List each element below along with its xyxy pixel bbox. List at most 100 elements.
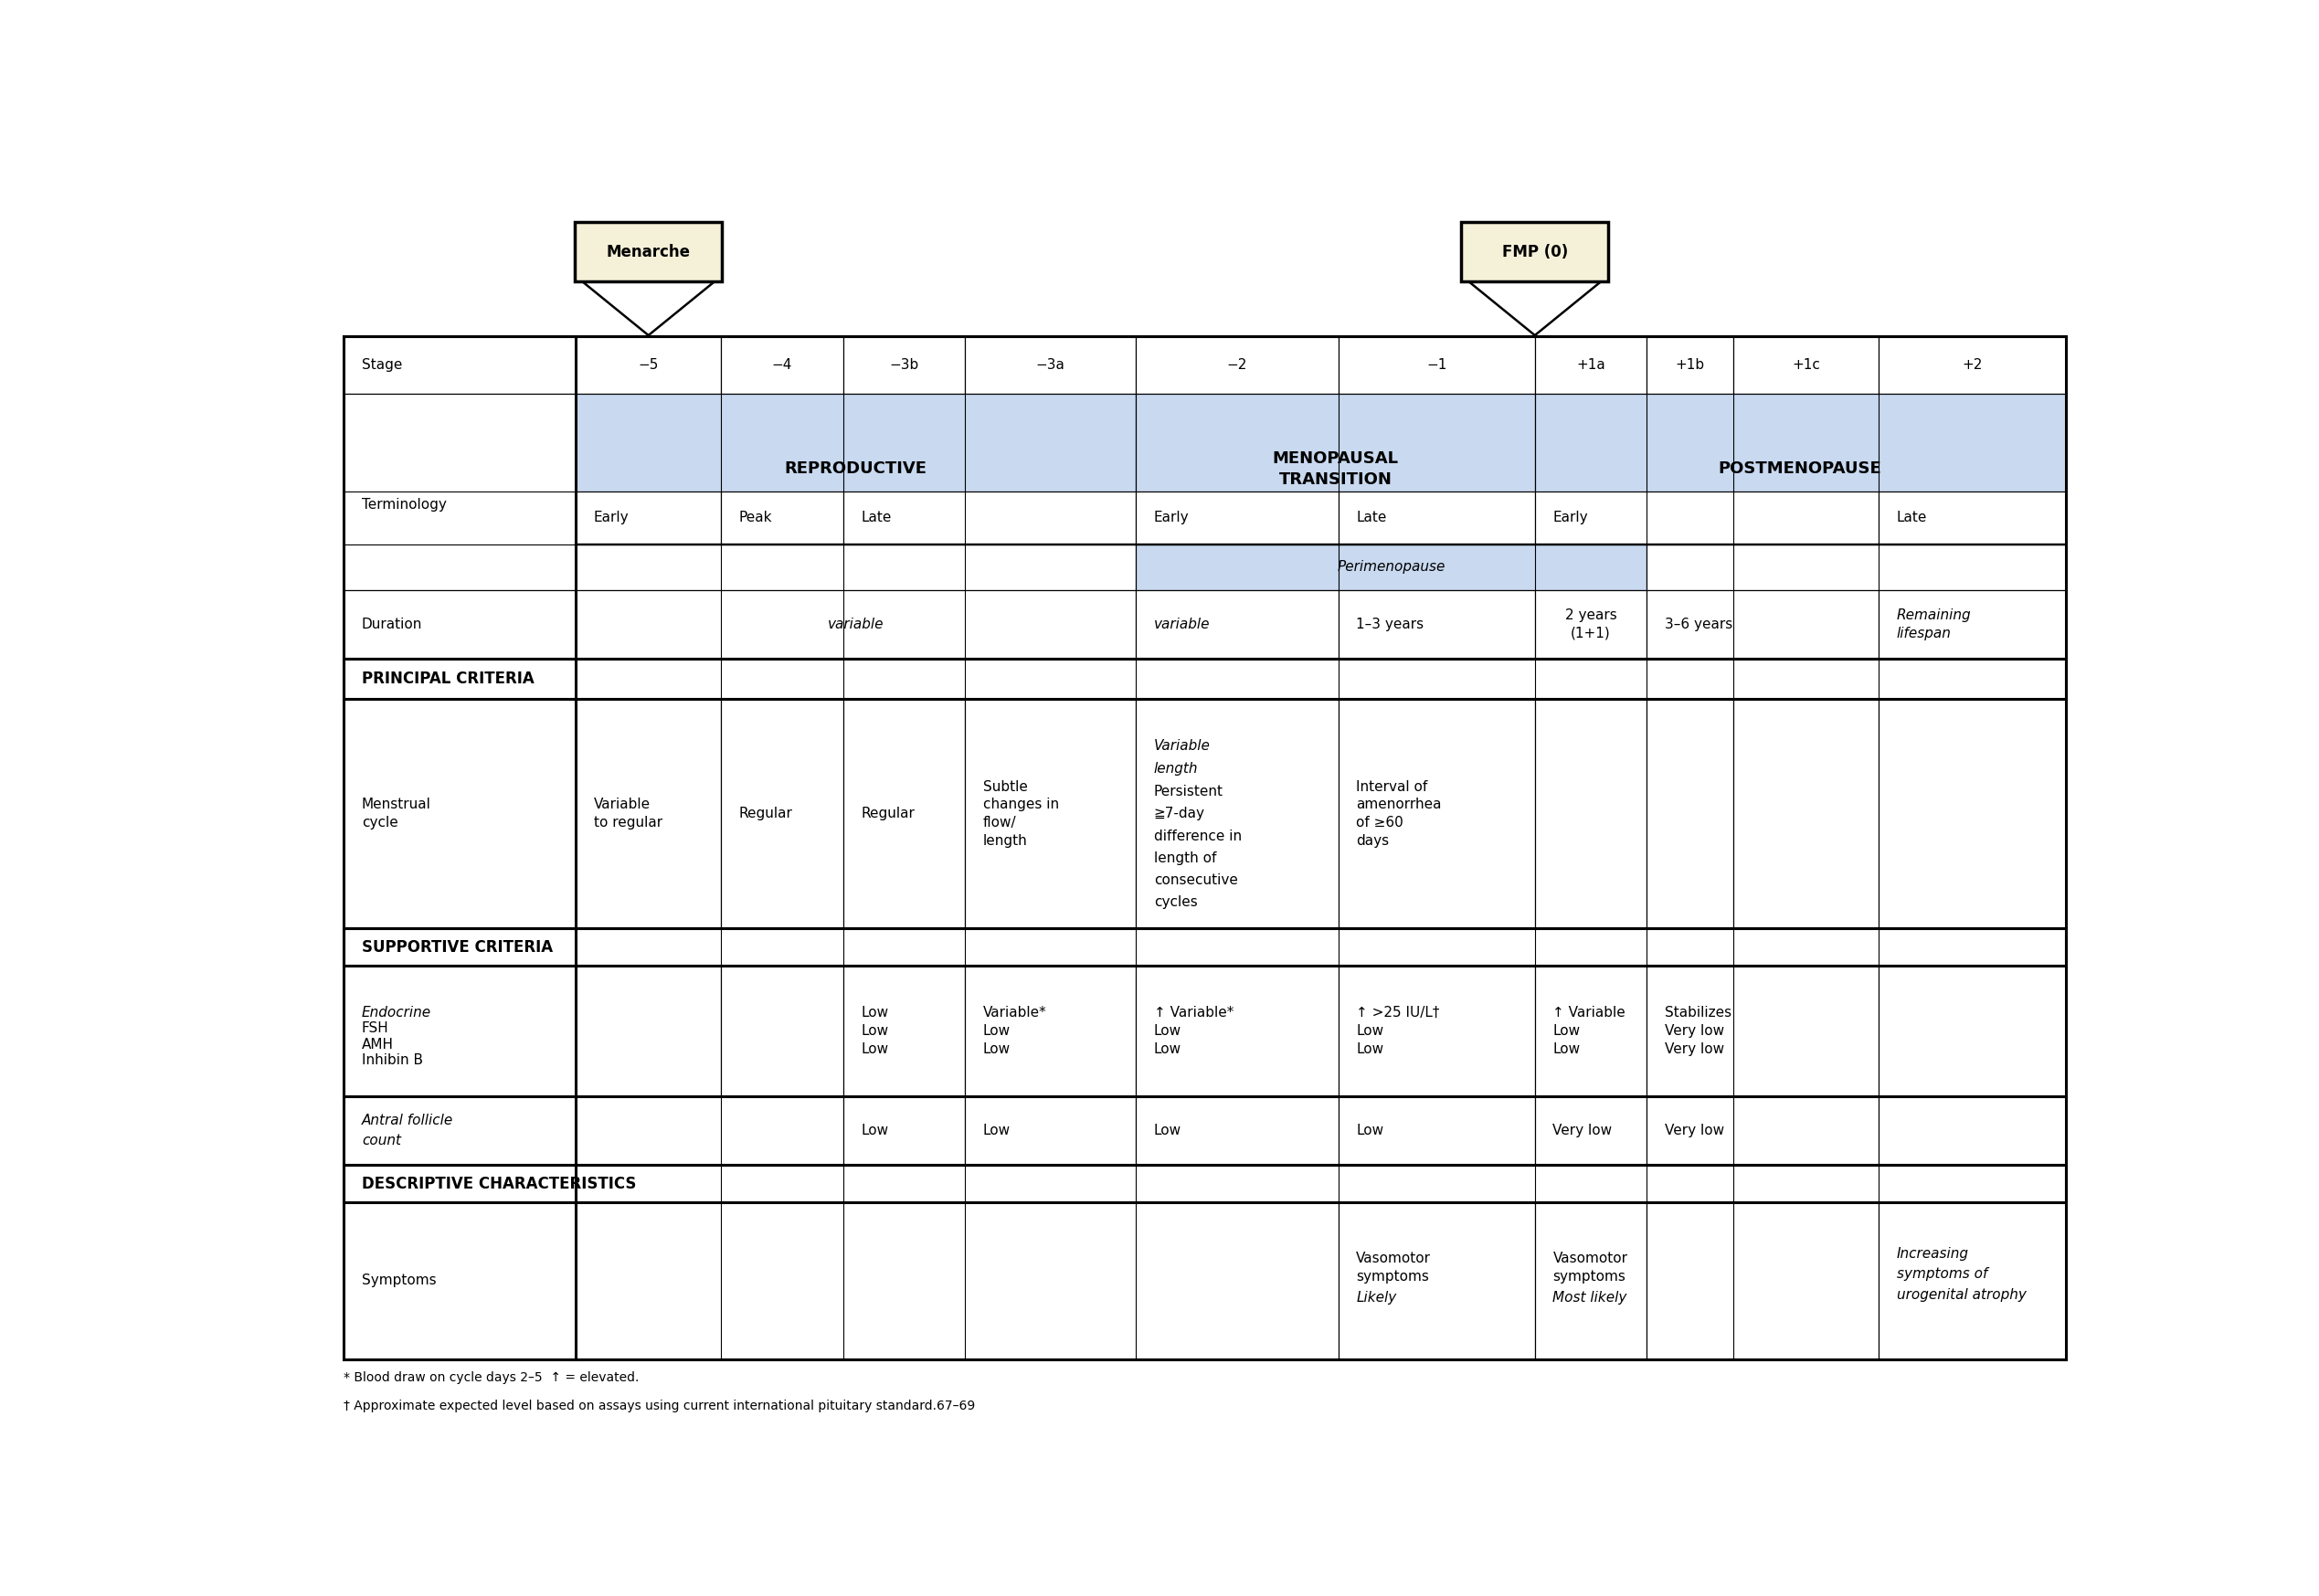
Text: MENOPAUSAL
TRANSITION: MENOPAUSAL TRANSITION: [1273, 450, 1398, 488]
Bar: [343, 591, 575, 659]
Bar: [1535, 492, 1878, 544]
Bar: [1878, 492, 2066, 544]
Bar: [1535, 1202, 1646, 1360]
Bar: [343, 699, 575, 929]
Text: POSTMENOPAUSE: POSTMENOPAUSE: [1718, 461, 1881, 477]
Text: −5: −5: [638, 358, 659, 372]
Bar: [1338, 337, 1535, 394]
Bar: [1878, 966, 2066, 1096]
Text: Vasomotor: Vasomotor: [1357, 1251, 1431, 1266]
Text: −3b: −3b: [888, 358, 918, 372]
Text: difference in: difference in: [1155, 830, 1241, 843]
Text: Late: Late: [860, 511, 890, 525]
Bar: [1646, 1202, 1878, 1360]
Bar: [1878, 591, 2066, 659]
Bar: [844, 1096, 965, 1165]
Text: Terminology: Terminology: [362, 498, 448, 512]
Text: Late: Late: [1897, 511, 1927, 525]
Text: * Blood draw on cycle days 2–5  ↑ = elevated.: * Blood draw on cycle days 2–5 ↑ = eleva…: [343, 1371, 640, 1384]
Bar: [343, 659, 2066, 699]
Bar: [343, 1202, 575, 1360]
Text: † Approximate expected level based on assays using current international pituita: † Approximate expected level based on as…: [343, 1400, 976, 1412]
Bar: [1646, 337, 1732, 394]
Bar: [1136, 337, 1338, 394]
Bar: [1338, 699, 1535, 929]
Text: 1–3 years: 1–3 years: [1357, 618, 1424, 630]
Text: AMH: AMH: [362, 1037, 394, 1052]
Bar: [343, 966, 575, 1096]
Bar: [575, 394, 1136, 544]
Bar: [965, 966, 1136, 1096]
Text: variable: variable: [1155, 618, 1211, 630]
Text: length: length: [1155, 761, 1199, 776]
Bar: [844, 337, 965, 394]
Text: +1b: +1b: [1674, 358, 1704, 372]
Text: Inhibin B: Inhibin B: [362, 1053, 422, 1068]
Bar: [575, 544, 1136, 591]
Bar: [965, 699, 1136, 929]
Text: Remaining
lifespan: Remaining lifespan: [1897, 608, 1971, 640]
Bar: [721, 699, 844, 929]
Text: Antral follicle: Antral follicle: [362, 1114, 452, 1128]
Bar: [1136, 699, 1338, 929]
Text: −3a: −3a: [1037, 358, 1064, 372]
Text: +1a: +1a: [1577, 358, 1605, 372]
Text: Low: Low: [1155, 1124, 1180, 1138]
Text: −4: −4: [772, 358, 793, 372]
Text: Vasomotor: Vasomotor: [1554, 1251, 1628, 1266]
Text: 2 years
(1+1): 2 years (1+1): [1565, 608, 1616, 640]
Text: consecutive: consecutive: [1155, 873, 1238, 887]
Text: −1: −1: [1426, 358, 1447, 372]
Text: length of: length of: [1155, 851, 1217, 865]
Text: PRINCIPAL CRITERIA: PRINCIPAL CRITERIA: [362, 670, 533, 688]
Bar: [575, 1096, 844, 1165]
Bar: [1338, 1202, 1535, 1360]
Bar: [1732, 337, 1878, 394]
Text: Low: Low: [1357, 1124, 1384, 1138]
Bar: [965, 337, 1136, 394]
Text: Menarche: Menarche: [605, 244, 691, 260]
Bar: [1878, 337, 2066, 394]
Bar: [844, 492, 1136, 544]
Bar: [1878, 1096, 2066, 1165]
Bar: [1338, 591, 1535, 659]
Bar: [1646, 1096, 1878, 1165]
Bar: [721, 337, 844, 394]
Bar: [1878, 1202, 2066, 1360]
Text: cycles: cycles: [1155, 895, 1197, 910]
Bar: [343, 1165, 2066, 1202]
Bar: [1535, 337, 1646, 394]
Bar: [1732, 699, 1878, 929]
Bar: [1535, 699, 1646, 929]
Text: Symptoms: Symptoms: [362, 1274, 436, 1288]
Text: Low: Low: [860, 1124, 888, 1138]
Bar: [721, 492, 844, 544]
Text: Very low: Very low: [1554, 1124, 1612, 1138]
Text: Early: Early: [594, 511, 628, 525]
Bar: [1535, 394, 2066, 544]
Bar: [1136, 966, 1338, 1096]
Bar: [1136, 394, 1535, 544]
Bar: [343, 337, 2066, 1360]
Text: Early: Early: [1155, 511, 1190, 525]
Text: symptoms: symptoms: [1357, 1270, 1429, 1283]
Bar: [1646, 591, 1878, 659]
Text: Interval of
amenorrhea
of ≥60
days: Interval of amenorrhea of ≥60 days: [1357, 780, 1442, 847]
Text: DESCRIPTIVE CHARACTERISTICS: DESCRIPTIVE CHARACTERISTICS: [362, 1175, 635, 1192]
Text: FSH: FSH: [362, 1021, 390, 1036]
Bar: [1646, 699, 1732, 929]
Bar: [1535, 966, 1646, 1096]
Bar: [343, 1096, 575, 1165]
Text: Peak: Peak: [740, 511, 772, 525]
Text: Very low: Very low: [1665, 1124, 1725, 1138]
Text: +1c: +1c: [1793, 358, 1820, 372]
Bar: [1338, 966, 1535, 1096]
Bar: [1338, 1096, 1535, 1165]
Text: Stabilizes
Very low
Very low: Stabilizes Very low Very low: [1665, 1005, 1732, 1057]
Text: Early: Early: [1554, 511, 1589, 525]
Text: FMP (0): FMP (0): [1503, 244, 1568, 260]
Bar: [844, 966, 965, 1096]
Text: REPRODUCTIVE: REPRODUCTIVE: [784, 461, 928, 477]
Text: Low
Low
Low: Low Low Low: [860, 1005, 888, 1057]
Text: Duration: Duration: [362, 618, 422, 630]
